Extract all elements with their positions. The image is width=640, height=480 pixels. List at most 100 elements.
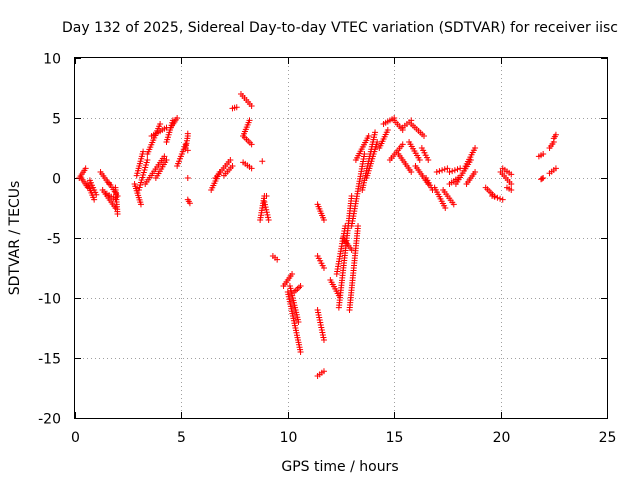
data-point <box>372 129 379 136</box>
data-point <box>163 157 170 163</box>
data-point <box>494 194 501 201</box>
data-point <box>361 151 368 157</box>
axes: 0 5 10 15 20 25 -20 -15 -10 -5 0 5 10 <box>38 52 616 447</box>
data-point <box>186 200 193 207</box>
data-point <box>91 196 98 203</box>
data-point <box>540 151 547 157</box>
data-point <box>295 284 302 291</box>
data-point <box>416 157 423 163</box>
data-point <box>408 169 415 175</box>
data-point <box>441 166 448 173</box>
data-point <box>292 287 299 294</box>
x-tick-label: 25 <box>599 430 617 446</box>
data-point <box>161 153 168 160</box>
data-point <box>289 271 296 277</box>
data-point <box>320 265 327 271</box>
data-points <box>76 91 559 379</box>
plot-frame <box>74 57 608 419</box>
data-point <box>508 171 515 178</box>
y-axis-label: SDTVAR / TECUs <box>7 181 23 296</box>
data-point <box>451 167 458 174</box>
data-point <box>264 211 271 218</box>
data-point <box>157 121 164 127</box>
data-point <box>297 283 304 289</box>
data-point <box>265 217 272 223</box>
data-point <box>261 199 268 205</box>
data-point <box>265 214 272 221</box>
y-tick-label: 10 <box>43 52 61 68</box>
data-point <box>399 141 406 148</box>
data-point <box>320 368 327 375</box>
y-tick-label: 5 <box>52 112 61 128</box>
data-point <box>137 201 144 208</box>
data-point <box>114 211 121 217</box>
data-point <box>227 157 234 163</box>
data-point <box>472 145 479 151</box>
data-point <box>248 103 255 109</box>
data-point <box>433 169 440 175</box>
data-point <box>295 319 302 325</box>
data-point <box>384 127 391 133</box>
data-point <box>184 147 191 154</box>
data-point <box>184 130 191 137</box>
data-point <box>320 337 327 343</box>
data-point <box>184 175 191 181</box>
data-point <box>552 131 559 138</box>
data-point <box>348 193 355 199</box>
data-point <box>262 201 268 208</box>
data-point <box>297 349 304 355</box>
data-point <box>294 286 301 292</box>
data-point <box>263 206 270 213</box>
data-point <box>248 165 255 172</box>
data-point <box>472 169 479 175</box>
y-tick-label: -20 <box>38 412 61 428</box>
data-point <box>454 166 461 173</box>
data-point <box>263 209 270 216</box>
y-tick-label: -15 <box>38 352 61 368</box>
data-point <box>540 175 547 181</box>
data-point <box>499 196 506 203</box>
data-point <box>248 141 255 148</box>
x-tick-label: 20 <box>493 430 511 446</box>
data-point <box>508 181 515 187</box>
data-point <box>348 247 355 253</box>
y-tick-label: 0 <box>52 172 61 188</box>
data-point <box>263 193 270 199</box>
x-tick-label: 5 <box>177 430 186 446</box>
x-axis-label: GPS time / hours <box>281 459 398 475</box>
data-point <box>320 217 327 223</box>
data-point <box>246 117 253 124</box>
data-point <box>262 204 269 211</box>
data-point <box>552 165 559 172</box>
x-tick-label: 15 <box>386 430 404 446</box>
data-point <box>439 167 446 174</box>
data-point <box>374 139 381 145</box>
data-point <box>442 205 449 211</box>
data-point <box>365 133 372 139</box>
data-point <box>259 158 266 165</box>
data-point <box>446 169 453 175</box>
data-point <box>508 187 515 193</box>
data-point <box>444 165 451 172</box>
data-point <box>425 157 432 163</box>
data-point <box>274 256 281 263</box>
y-tick-label: -5 <box>47 232 61 248</box>
data-point <box>355 223 362 229</box>
data-point <box>174 115 181 121</box>
data-point <box>229 163 236 169</box>
data-point <box>489 193 496 199</box>
data-point <box>82 165 89 172</box>
data-point <box>420 133 427 139</box>
data-point <box>93 191 100 198</box>
data-point <box>140 148 147 155</box>
data-point <box>491 193 498 200</box>
y-tick-label: -10 <box>38 292 61 308</box>
x-tick-label: 10 <box>280 430 298 446</box>
data-point <box>497 195 504 202</box>
data-point <box>539 175 546 182</box>
data-point <box>144 157 151 163</box>
data-point <box>436 168 443 175</box>
chart-title: Day 132 of 2025, Sidereal Day-to-day VTE… <box>62 20 618 36</box>
data-point <box>450 201 457 208</box>
